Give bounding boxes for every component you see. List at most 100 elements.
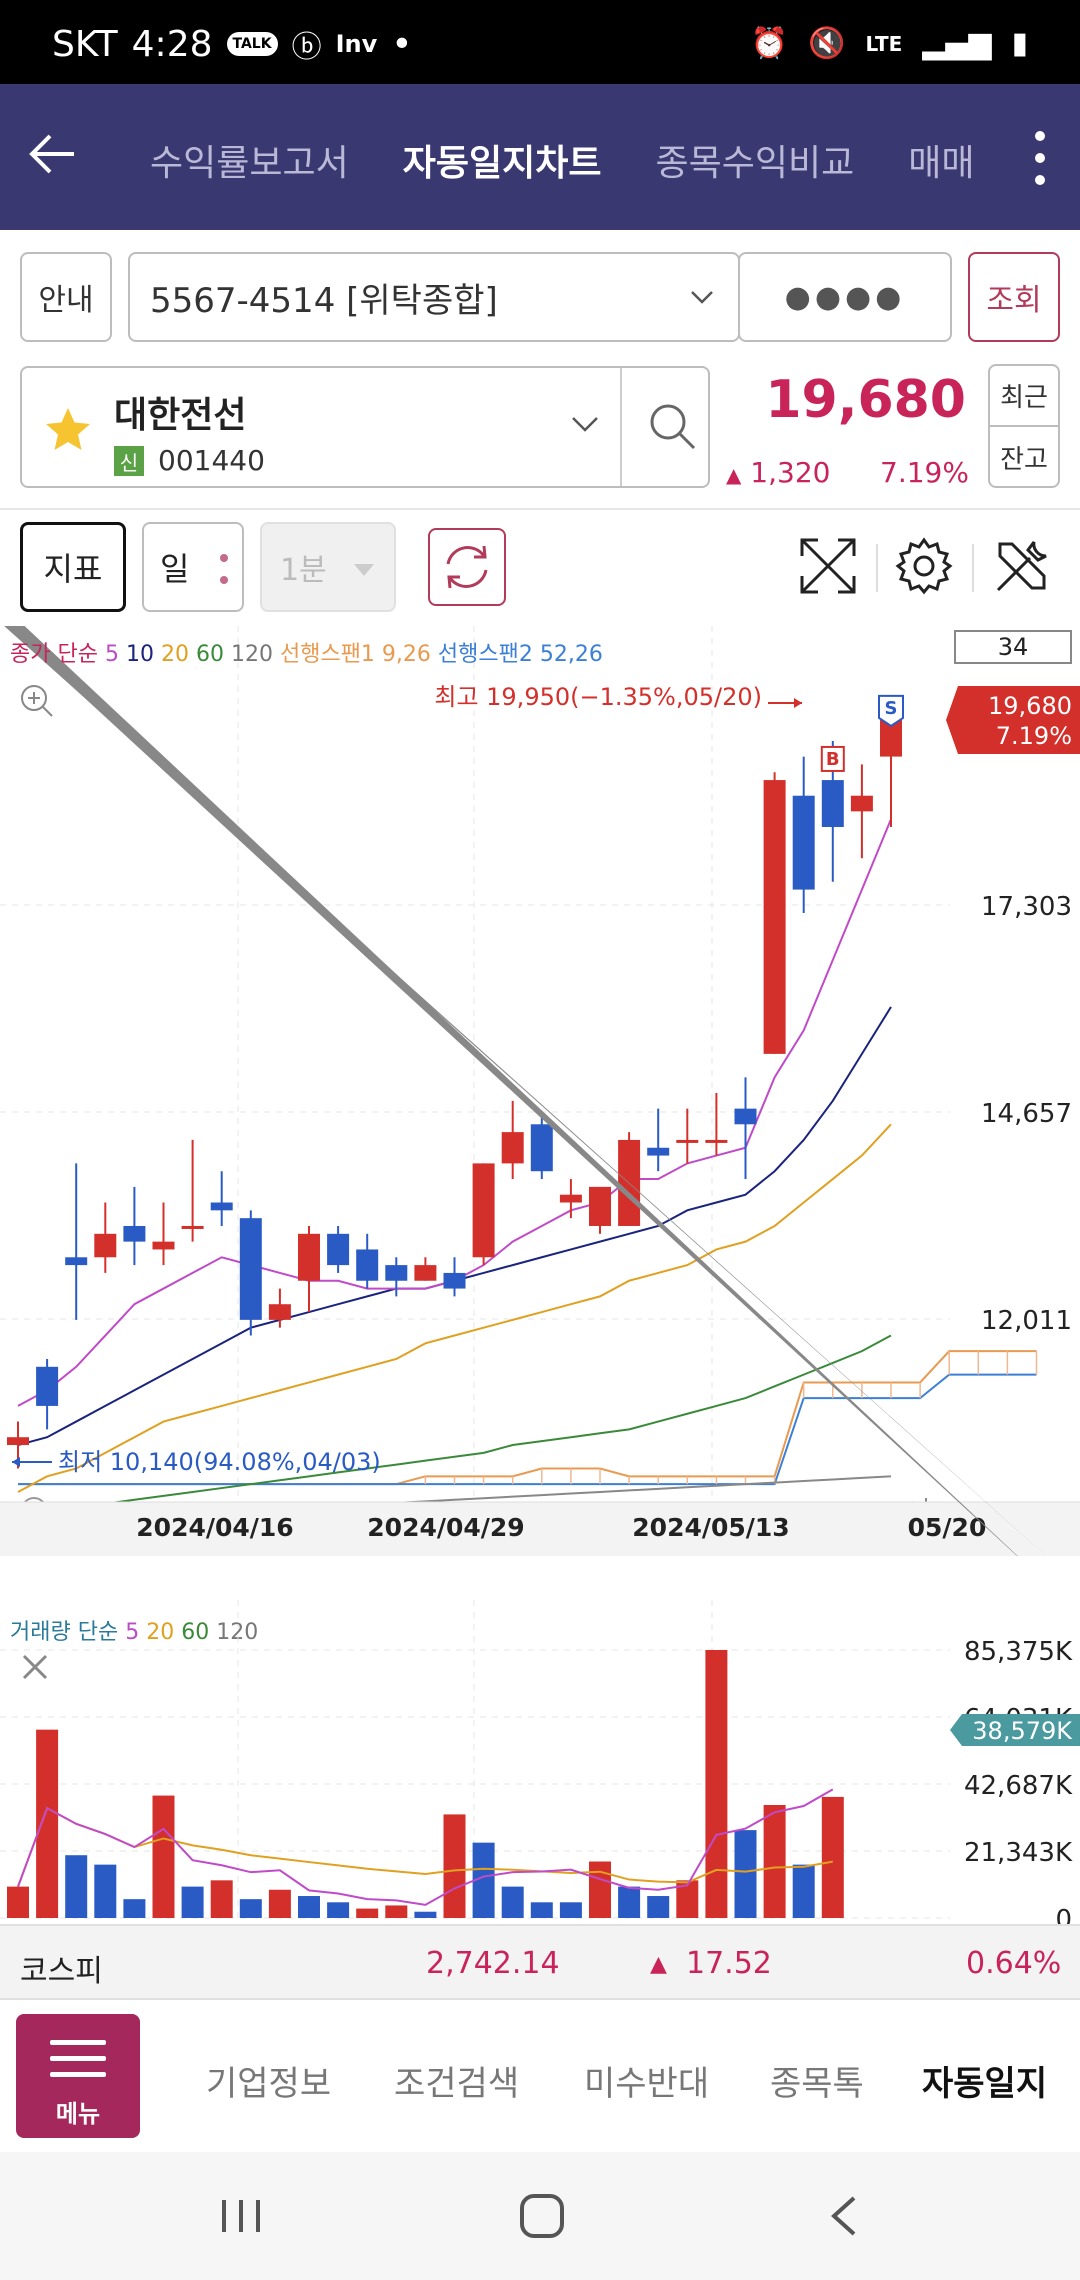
period-day-button[interactable]: 일 [142,522,244,612]
legend-span1: 선행스팬1 9,26 [279,642,431,667]
volume-y-tick-label: 21,343K [964,1838,1073,1868]
ma20-line [17,1123,892,1493]
dot-icon [220,554,228,562]
candle-count-box[interactable]: 34 [954,630,1072,664]
chevron-down-icon [691,291,713,304]
volume-ma5-line [17,1788,834,1906]
tab-trade[interactable]: 매매 [908,143,975,184]
candle-body [589,1186,611,1226]
volume-bar [385,1905,408,1918]
nav-unsettled[interactable]: 미수반대 [584,2064,710,2104]
candle-body [210,1202,233,1211]
kospi-value: 2,742.14 [426,1946,560,1981]
volume-bar [327,1902,350,1918]
back-arrow-icon[interactable] [24,124,84,184]
legend-ma60: 60 [195,642,224,667]
menu-label: 메뉴 [55,2100,101,2128]
recent-button[interactable]: 최근 [990,366,1058,427]
candle-body [705,1139,728,1143]
stock-code: 001440 [158,444,265,477]
x-axis-band [0,1502,1080,1556]
alarm-icon: ⏰ [750,26,789,61]
price-change-percent: 7.19% [880,456,969,489]
stock-selector[interactable]: 대한전선 신 001440 [20,366,710,488]
back-icon[interactable] [826,2194,862,2238]
tools-icon[interactable] [990,534,1054,598]
kospi-label: 코스피 [20,1954,103,1989]
candle-body [530,1124,553,1172]
battery-icon: ▮ [1011,26,1028,61]
minute-select[interactable]: 1분 [260,522,396,612]
candle-body [734,1108,757,1125]
x-tick-label: 2024/04/29 [367,1513,524,1542]
nav-stock-talk[interactable]: 종목톡 [770,2064,864,2104]
sell-marker [878,694,904,728]
high-arrow-head [794,698,802,708]
signal-icon: ▂▄▆ [922,26,992,61]
password-field[interactable]: ●●●● [738,252,952,342]
volume-bar [676,1880,699,1918]
more-notifications-dot: • [391,23,413,65]
volume-bar [792,1864,815,1918]
expand-icon[interactable] [796,534,860,598]
recent-balance-toggle[interactable]: 최근 잔고 [988,364,1060,488]
candle-body [676,1139,699,1143]
volume-bar [210,1880,233,1918]
more-vert-icon[interactable] [1028,128,1052,188]
system-nav-bar [0,2152,1080,2280]
caret-down-icon [354,564,374,576]
volume-bar [268,1889,291,1918]
legend-span2: 선행스팬2 52,26 [437,642,603,667]
nav-condition-search[interactable]: 조건검색 [394,2064,520,2104]
carrier-label: SKT [52,23,118,65]
volume-bar [36,1729,59,1918]
tab-return-report[interactable]: 수익률보고서 [150,143,349,184]
kakaotalk-icon: TALK [226,32,278,56]
volume-bar [7,1886,29,1918]
legend-ma5: 5 [104,642,119,667]
recent-apps-icon[interactable] [216,2196,266,2236]
volume-y-tick-label: 85,375K [964,1637,1073,1667]
chevron-down-icon[interactable] [570,412,600,436]
divider [972,544,974,592]
nav-company-info[interactable]: 기업정보 [206,2064,332,2104]
candle-body [181,1225,204,1229]
up-triangle-icon: ▲ [726,463,742,487]
volume-legend-ma20: 20 [146,1620,175,1645]
legend-ma20: 20 [160,642,189,667]
nav-auto-journal[interactable]: 자동일지 [922,2064,1048,2104]
refresh-button[interactable] [428,528,506,606]
volume-bar [472,1842,495,1918]
volume-bar [734,1830,757,1918]
menu-button[interactable]: 메뉴 [16,2014,140,2138]
home-icon[interactable] [518,2192,566,2240]
volume-bar [647,1896,670,1918]
search-icon[interactable] [644,398,700,454]
candle-body [239,1218,262,1320]
tab-stock-return-compare[interactable]: 종목수익비교 [655,143,855,184]
query-button[interactable]: 조회 [968,252,1060,342]
buy-marker-label: B [826,749,840,770]
kospi-bar[interactable]: 코스피 2,742.14 ▲ 17.52 0.64% [0,1924,1080,2000]
indicator-button[interactable]: 지표 [20,522,126,612]
guide-button[interactable]: 안내 [20,252,112,342]
minute-label: 1분 [280,553,327,588]
clock: 4:28 [131,23,213,65]
candle-body [36,1366,59,1406]
y-tick-label: 14,657 [981,1099,1072,1129]
balance-button[interactable]: 잔고 [1000,445,1048,475]
current-price-tag-percent: 7.19% [996,722,1072,750]
volume-legend: 거래량 단순 5 20 60 120 [10,1614,258,1646]
volume-legend-ma60: 60 [181,1620,210,1645]
credit-badge: 신 [114,446,144,476]
gear-icon[interactable] [892,534,956,598]
star-icon[interactable] [42,404,94,456]
refresh-icon [446,545,488,589]
account-selector[interactable]: 5567-4514 [위탁종합] [128,252,740,342]
tab-auto-journal-chart[interactable]: 자동일지차트 [402,143,602,184]
y-axis-panel [950,626,1080,1556]
b-app-icon: ⓑ [291,30,322,65]
current-price-tag-value: 19,680 [988,692,1072,720]
